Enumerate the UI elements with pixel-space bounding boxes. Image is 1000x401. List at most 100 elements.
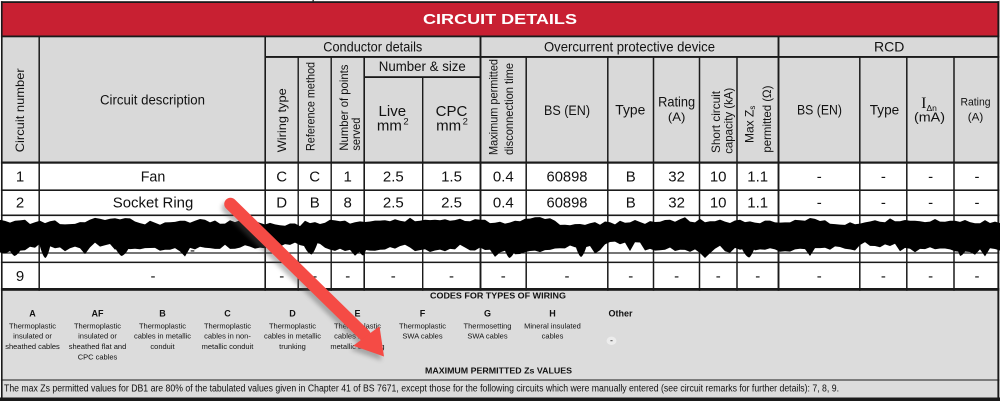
svg-text:(A): (A) <box>668 110 686 124</box>
svg-text:insulated or: insulated or <box>78 332 117 341</box>
svg-text:Thermoplastic: Thermoplastic <box>399 321 446 330</box>
svg-text:B: B <box>626 194 636 211</box>
svg-text:-: - <box>449 268 454 285</box>
svg-text:permitted (Ω): permitted (Ω) <box>760 86 774 153</box>
svg-text:Thermoplastic: Thermoplastic <box>74 321 121 330</box>
svg-text:-: - <box>501 268 506 285</box>
svg-text:B: B <box>310 194 320 211</box>
svg-text:cables in metallic: cables in metallic <box>264 332 321 341</box>
svg-text:-: - <box>628 268 633 285</box>
svg-text:32: 32 <box>668 168 685 185</box>
svg-text:cables in metallic: cables in metallic <box>134 332 191 341</box>
svg-text:conduit: conduit <box>150 342 175 351</box>
svg-text:-: - <box>716 268 721 285</box>
svg-text:Other: Other <box>608 309 633 319</box>
svg-text:A: A <box>29 309 36 319</box>
svg-text:1.1: 1.1 <box>747 168 768 185</box>
svg-text:8: 8 <box>344 194 352 211</box>
svg-text:H: H <box>549 309 556 319</box>
svg-text:-: - <box>881 194 886 211</box>
svg-text:-: - <box>881 268 886 285</box>
svg-text:-: - <box>565 268 570 285</box>
svg-text:C: C <box>309 168 320 185</box>
svg-text:-: - <box>190 242 195 259</box>
svg-text:C: C <box>276 168 287 185</box>
svg-text:B: B <box>159 309 166 319</box>
svg-text:-: - <box>928 194 933 211</box>
svg-text:-: - <box>975 168 980 185</box>
svg-text:Thermoplastic: Thermoplastic <box>204 321 251 330</box>
svg-text:CPC cables: CPC cables <box>78 352 118 361</box>
svg-text:D: D <box>276 194 287 211</box>
svg-text:-: - <box>975 268 980 285</box>
svg-text:B: B <box>626 168 636 185</box>
svg-text:Rating: Rating <box>961 97 991 109</box>
svg-text:Short circuit: Short circuit <box>709 90 723 153</box>
svg-text:Live: Live <box>379 103 407 120</box>
svg-text:1.1: 1.1 <box>747 194 768 211</box>
svg-text:Max Zs: Max Zs <box>742 106 756 143</box>
svg-text:cables in non-: cables in non- <box>204 332 251 341</box>
svg-text:metallic conduit: metallic conduit <box>202 342 255 351</box>
svg-text:2: 2 <box>16 194 24 211</box>
svg-text:MAXIMUM PERMITTED Zs VALUES: MAXIMUM PERMITTED Zs VALUES <box>425 366 572 376</box>
svg-text:-: - <box>817 268 822 285</box>
svg-text:mm2: mm 2 <box>436 116 468 134</box>
svg-text:Socket Ring: Socket Ring <box>113 194 194 211</box>
svg-text:Circuit description: Circuit description <box>100 92 205 107</box>
svg-text:Wiring type: Wiring type <box>275 88 289 152</box>
svg-text:mm2: mm 2 <box>377 116 409 134</box>
svg-text:The max Zs permitted values fo: The max Zs permitted values for DB1 are … <box>4 384 839 395</box>
svg-text:9: 9 <box>16 268 24 285</box>
svg-text:Fan: Fan <box>141 168 166 185</box>
svg-text:Number & size: Number & size <box>379 58 466 74</box>
svg-text:2.5: 2.5 <box>383 168 404 185</box>
svg-text:Conductor details: Conductor details <box>323 39 422 55</box>
svg-text:(A): (A) <box>968 112 984 124</box>
svg-text:1.5: 1.5 <box>441 168 462 185</box>
svg-text:Rating: Rating <box>658 94 695 110</box>
svg-text:-: - <box>674 268 679 285</box>
svg-text:-: - <box>151 268 156 285</box>
svg-text:-: - <box>312 268 317 285</box>
svg-text:-: - <box>928 268 933 285</box>
svg-text:Type: Type <box>615 102 645 118</box>
svg-text:Number of points: Number of points <box>337 65 351 151</box>
svg-text:0.4: 0.4 <box>493 168 514 185</box>
svg-text:-: - <box>391 268 396 285</box>
svg-text:60898: 60898 <box>547 168 588 185</box>
svg-text:-: - <box>975 194 980 211</box>
svg-text:-: - <box>279 268 284 285</box>
svg-text:-: - <box>345 268 350 285</box>
svg-text:2.5: 2.5 <box>383 194 404 211</box>
svg-text:32: 32 <box>668 194 685 211</box>
svg-text:E: E <box>354 309 360 319</box>
svg-text:Type: Type <box>870 102 900 118</box>
svg-text:CPC: CPC <box>436 103 468 120</box>
svg-text:-: - <box>881 168 886 185</box>
svg-text:1: 1 <box>16 168 24 185</box>
svg-text:Thermoplastic: Thermoplastic <box>9 321 56 330</box>
svg-text:F: F <box>420 309 426 319</box>
svg-text:trunking: trunking <box>279 342 306 351</box>
svg-text:D: D <box>289 309 296 319</box>
svg-text:Thermoplastic: Thermoplastic <box>269 321 316 330</box>
svg-text:1: 1 <box>344 168 352 185</box>
svg-text:G: G <box>484 309 491 319</box>
svg-text:BS (EN): BS (EN) <box>797 102 842 118</box>
svg-text:AF: AF <box>92 309 104 319</box>
svg-text:CODES FOR TYPES OF WIRING: CODES FOR TYPES OF WIRING <box>430 290 566 300</box>
svg-text:CIRCUIT DETAILS: CIRCUIT DETAILS <box>423 11 577 28</box>
svg-text:-: - <box>817 168 822 185</box>
svg-text:2.5: 2.5 <box>441 194 462 211</box>
svg-text:-: - <box>755 268 760 285</box>
svg-text:sheathed cables: sheathed cables <box>5 342 60 351</box>
svg-text:Thermoplastic: Thermoplastic <box>139 321 186 330</box>
svg-text:10: 10 <box>710 168 727 185</box>
svg-text:BS (EN): BS (EN) <box>544 102 590 118</box>
svg-text:-: - <box>610 335 613 345</box>
svg-text:Mineral insulated: Mineral insulated <box>524 321 581 330</box>
svg-text:60898: 60898 <box>547 194 588 211</box>
svg-text:capacity (kA): capacity (kA) <box>721 88 735 154</box>
svg-text:-: - <box>817 194 822 211</box>
